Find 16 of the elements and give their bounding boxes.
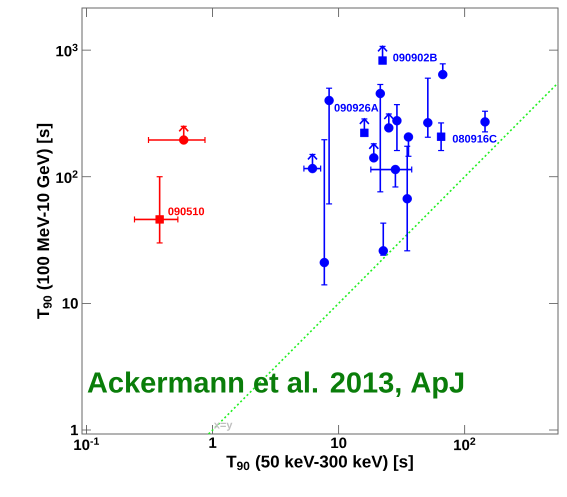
x-tick-label: 1 bbox=[209, 438, 216, 448]
y-tick-label: 10$^{2}$ bbox=[56, 170, 78, 184]
x-tick-label: 10 bbox=[331, 438, 346, 448]
annotation: Ackermann et al. 2013, ApJ bbox=[88, 371, 464, 399]
annotation: x=y bbox=[214, 422, 232, 431]
x-tick-label: 10$^{2}$ bbox=[454, 438, 476, 450]
annotation: 090902B bbox=[393, 54, 437, 62]
y-tick-label: 10$^{3}$ bbox=[56, 44, 78, 56]
annotation: 090926A bbox=[334, 104, 378, 112]
x-tick-label: 10$^{-1}$ bbox=[74, 438, 100, 450]
y-axis-title: T$_{90}$ (100 MeV-10 GeV) [s] bbox=[36, 124, 53, 319]
annotation: 090510 bbox=[168, 207, 204, 216]
y-tick-label: 10 bbox=[62, 298, 78, 309]
x-axis-title: T$_{90}$ (50 keV-300 keV) [s] bbox=[226, 455, 413, 471]
y-tick-label: 1 bbox=[71, 424, 78, 436]
annotation: 080916C bbox=[452, 134, 497, 143]
